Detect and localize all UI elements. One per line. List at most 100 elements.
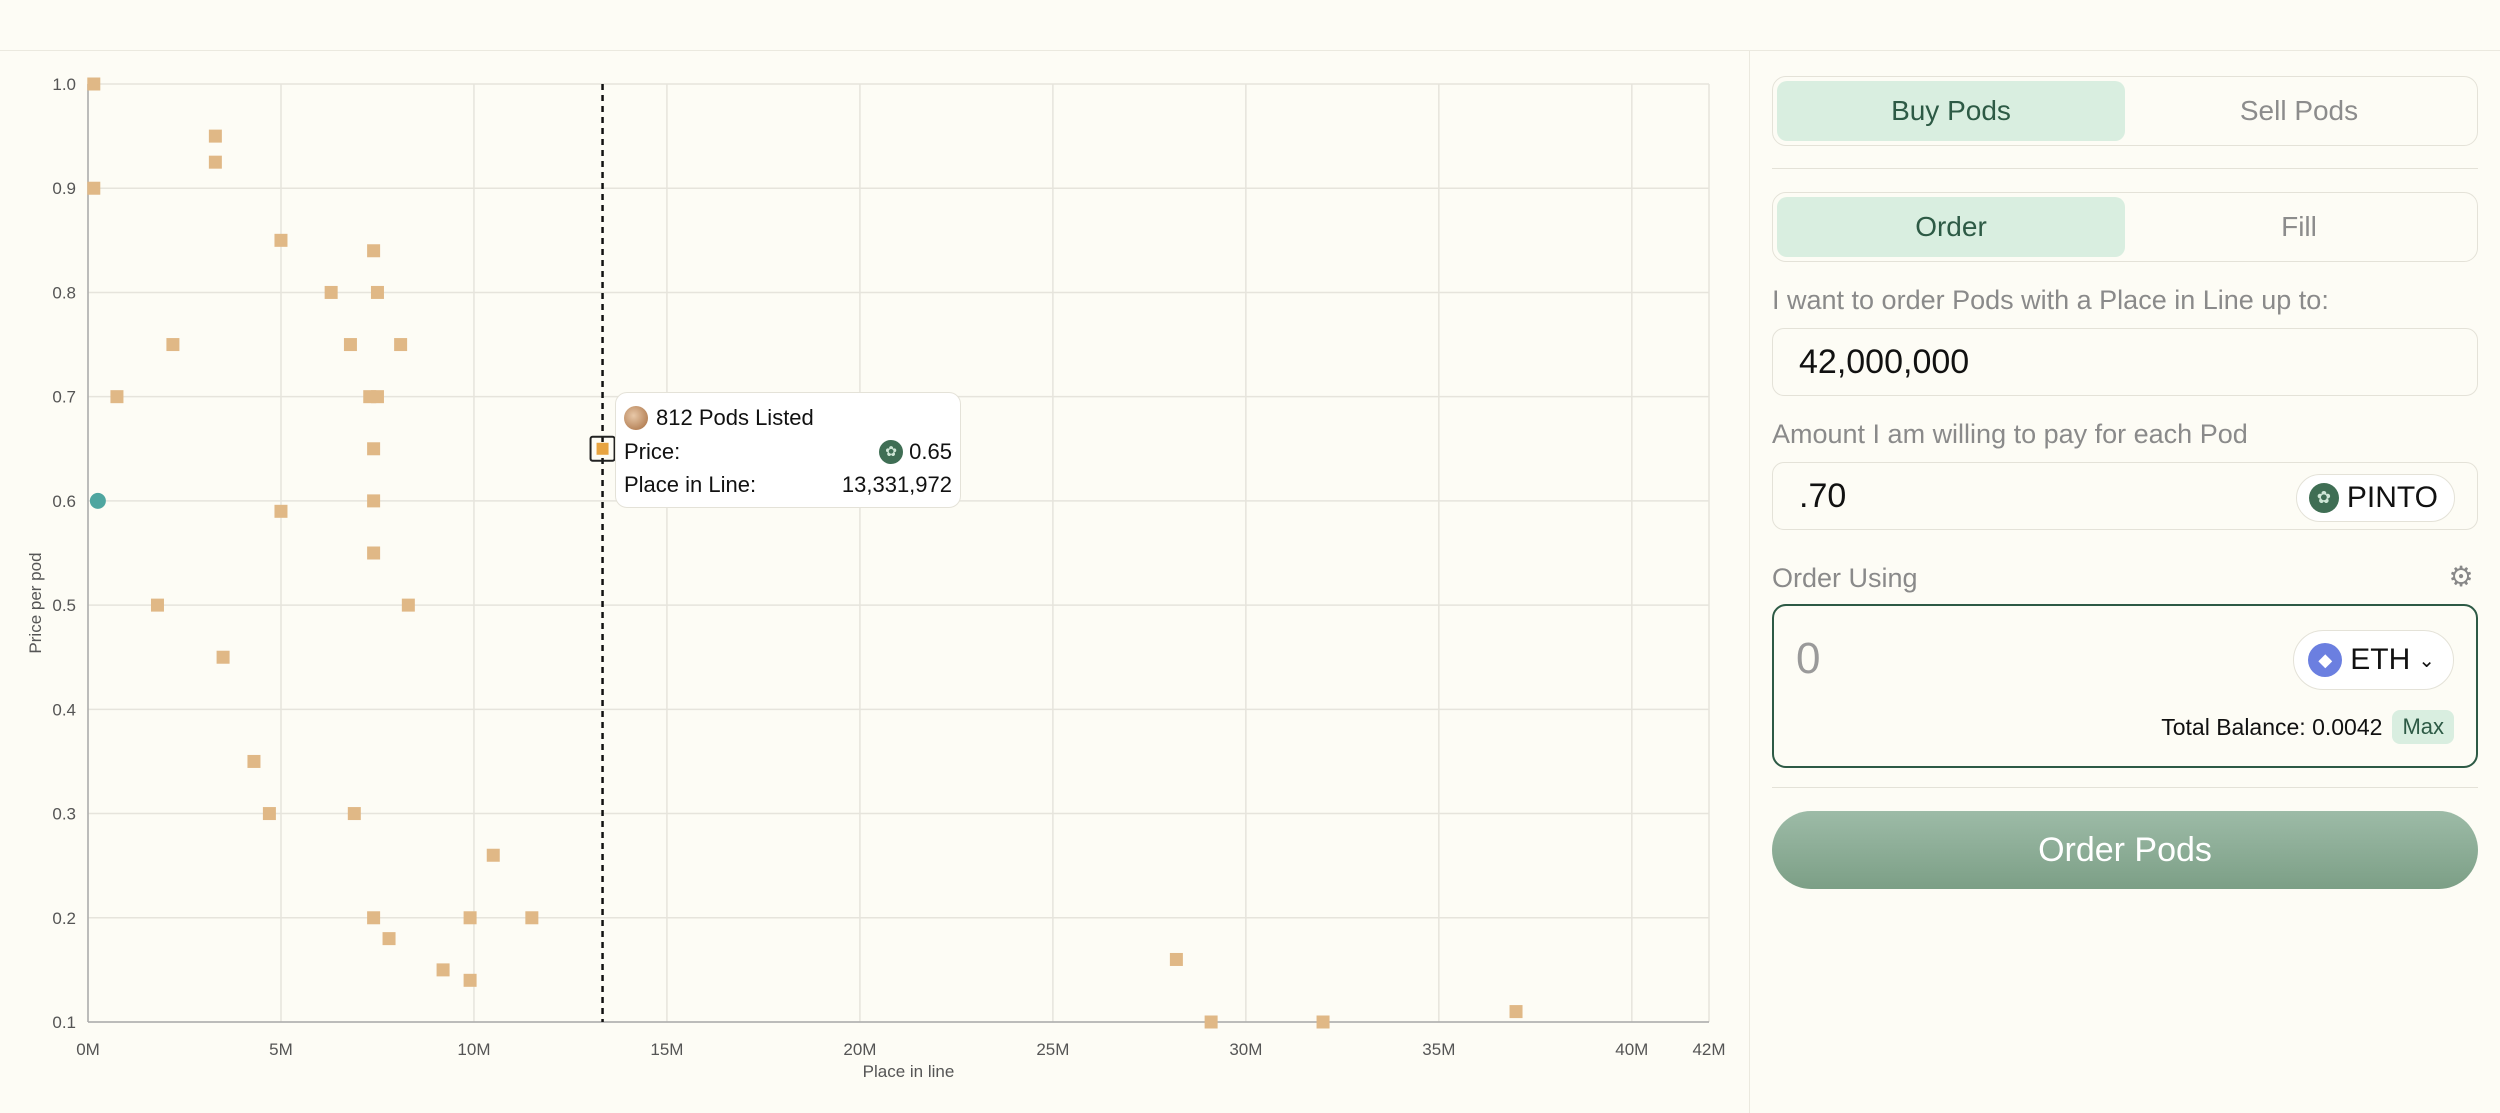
listing-point — [87, 181, 101, 195]
x-tick-label: 5M — [269, 1040, 293, 1059]
listing-point — [274, 504, 288, 518]
listing-point — [274, 233, 288, 247]
pinto-icon: ✿ — [879, 439, 904, 464]
place-in-line-input[interactable]: 42,000,000 — [1772, 328, 2478, 396]
order-point — [89, 492, 106, 509]
tooltip-price-value: 0.65 — [909, 438, 952, 464]
listing-point — [382, 932, 396, 946]
listing-tooltip: 812 Pods Listed Price: ✿ 0.65 Place in L… — [615, 392, 961, 508]
order-panel: Buy Pods Sell Pods Order Fill I want to … — [1750, 51, 2500, 1113]
listing-point — [463, 973, 477, 987]
x-tick-label: 20M — [843, 1040, 876, 1059]
listing-point — [367, 442, 381, 456]
listing-point — [1204, 1015, 1218, 1029]
token-select[interactable]: ◆ ETH ⌄ — [2293, 630, 2454, 690]
listing-point — [216, 650, 230, 664]
divider — [1772, 168, 2478, 169]
tab-fill[interactable]: Fill — [2281, 211, 2317, 242]
listing-point — [370, 285, 384, 299]
listing-point — [343, 338, 357, 352]
y-tick-label: 0.2 — [52, 909, 76, 928]
listing-point — [367, 546, 381, 560]
x-tick-label: 15M — [650, 1040, 683, 1059]
listing-point — [486, 848, 500, 862]
top-bar — [0, 0, 2500, 51]
place-in-line-label: I want to order Pods with a Place in Lin… — [1772, 285, 2329, 315]
y-tick-label: 0.1 — [52, 1013, 76, 1032]
listing-point — [525, 911, 539, 925]
listing-point — [247, 754, 261, 768]
price-per-pod-value: .70 — [1799, 476, 1847, 515]
listing-point — [367, 244, 381, 258]
listing-point — [401, 598, 415, 612]
price-per-pod-input[interactable]: .70 ✿ PINTO — [1772, 462, 2478, 530]
x-tick-label: 25M — [1036, 1040, 1069, 1059]
listing-point — [110, 390, 124, 404]
listing-point — [87, 77, 101, 91]
y-tick-label: 1.0 — [52, 75, 76, 94]
chart-svg: 0M 5M 10M 15M 20M 25M 30M 35M 40M 42M 0.1 0.2 0.3 0.4… — [26, 75, 1726, 1081]
y-tick-label: 0.8 — [52, 283, 76, 302]
listing-point — [370, 390, 384, 404]
y-tick-label: 0.6 — [52, 492, 76, 511]
listing-point — [367, 494, 381, 508]
listing-point — [150, 598, 164, 612]
y-tick-label: 0.3 — [52, 805, 76, 824]
gear-icon[interactable]: ⚙ — [2448, 561, 2474, 592]
scatter-chart: 0M 5M 10M 15M 20M 25M 30M 35M 40M 42M 0.1 0.2 0.3 0.4… — [0, 51, 1749, 1113]
y-tick-label: 0.5 — [52, 596, 76, 615]
listing-point — [1509, 1005, 1523, 1019]
x-axis-label: Place in line — [863, 1062, 955, 1081]
listing-point — [1169, 952, 1183, 966]
price-token-badge: ✿ PINTO — [2295, 474, 2455, 522]
highlighted-listing-outline — [589, 435, 616, 462]
amount-input[interactable]: 0 — [1796, 634, 1821, 683]
listing-point — [166, 338, 180, 352]
highlighted-listing-point — [596, 442, 609, 455]
pod-icon — [624, 406, 648, 430]
action-toggle: Order Fill — [1772, 192, 2478, 262]
mode-toggle: Buy Pods Sell Pods — [1772, 76, 2478, 146]
y-tick-label: 0.9 — [52, 179, 76, 198]
listing-point — [208, 155, 222, 169]
divider — [1772, 787, 2478, 788]
tooltip-title: 812 Pods Listed — [656, 405, 814, 430]
place-in-line-value: 42,000,000 — [1799, 342, 1970, 381]
order-pods-button[interactable]: Order Pods — [1772, 811, 2478, 889]
price-per-pod-label: Amount I am willing to pay for each Pod — [1772, 419, 2248, 449]
pinto-icon: ✿ — [2308, 483, 2339, 513]
listing-point — [1316, 1015, 1330, 1029]
token-select-label: ETH — [2350, 643, 2411, 676]
listing-point — [394, 338, 408, 352]
total-balance: Total Balance: 0.0042 — [2161, 713, 2383, 740]
listing-point — [463, 911, 477, 925]
tab-sell-pods[interactable]: Sell Pods — [2239, 95, 2359, 126]
price-token-label: PINTO — [2346, 481, 2438, 514]
x-tick-label: 0M — [76, 1040, 100, 1059]
listing-point — [436, 963, 450, 977]
x-tick-label: 10M — [457, 1040, 490, 1059]
tooltip-place-value: 13,331,972 — [841, 471, 952, 497]
max-button[interactable]: Max — [2392, 710, 2454, 744]
listing-point — [367, 911, 381, 925]
listing-point — [324, 285, 338, 299]
panel-divider — [1749, 51, 1750, 1113]
tooltip-price-label: Price: — [624, 438, 681, 464]
x-tick-label: 35M — [1422, 1040, 1455, 1059]
listing-point — [347, 807, 361, 821]
chevron-down-icon: ⌄ — [2418, 649, 2435, 672]
x-tick-label: 42M — [1692, 1040, 1725, 1059]
tooltip-place-label: Place in Line: — [624, 471, 757, 497]
y-axis-label: Price per pod — [26, 552, 45, 653]
listing-point — [208, 129, 222, 143]
order-using-label: Order Using — [1772, 563, 1918, 593]
y-tick-label: 0.7 — [52, 388, 76, 407]
listing-point — [262, 807, 276, 821]
order-using-box: 0 ◆ ETH ⌄ Total Balance: 0.0042 Max — [1772, 604, 2478, 768]
tab-buy-pods[interactable]: Buy Pods — [1777, 81, 2125, 141]
x-tick-label: 40M — [1615, 1040, 1648, 1059]
eth-icon: ◆ — [2308, 643, 2343, 677]
tab-order[interactable]: Order — [1777, 197, 2125, 257]
x-tick-label: 30M — [1229, 1040, 1262, 1059]
y-tick-label: 0.4 — [52, 700, 76, 719]
